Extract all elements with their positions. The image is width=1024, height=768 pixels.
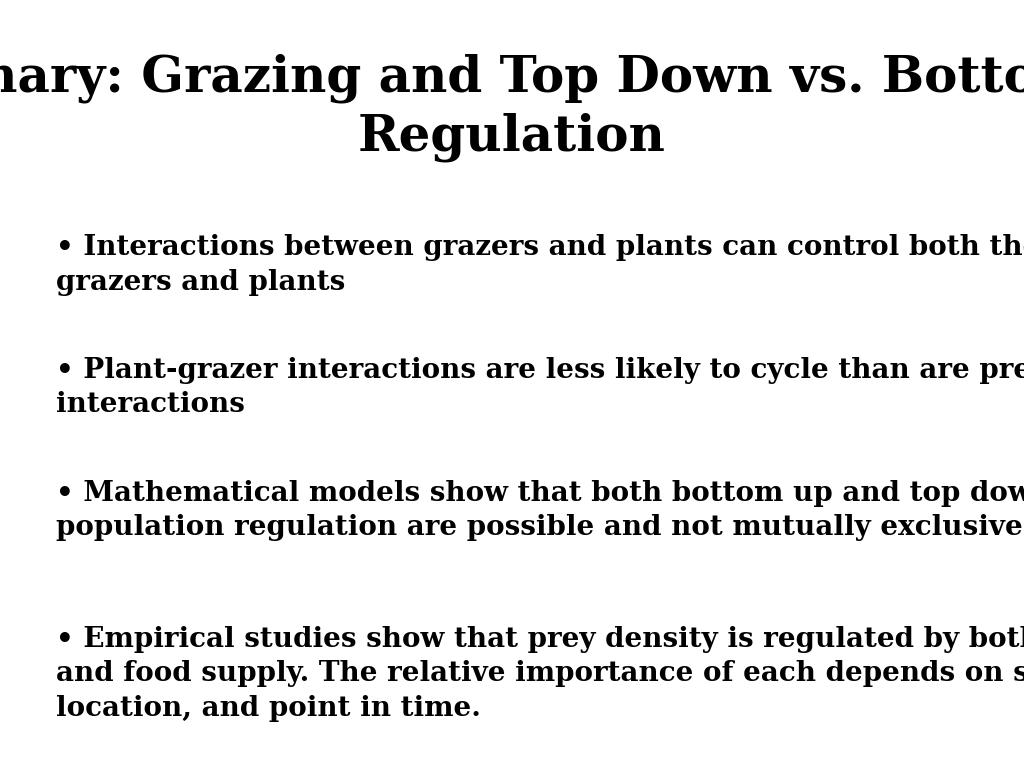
Text: • Mathematical models show that both bottom up and top down
population regulatio: • Mathematical models show that both bot…	[56, 480, 1024, 541]
Text: • Plant-grazer interactions are less likely to cycle than are predator-prey
inte: • Plant-grazer interactions are less lik…	[56, 357, 1024, 419]
Text: • Interactions between grazers and plants can control both the density of
grazer: • Interactions between grazers and plant…	[56, 234, 1024, 296]
Text: Summary: Grazing and Top Down vs. Bottom Up
Regulation: Summary: Grazing and Top Down vs. Bottom…	[0, 54, 1024, 162]
Text: • Empirical studies show that prey density is regulated by both predators
and fo: • Empirical studies show that prey densi…	[56, 626, 1024, 722]
